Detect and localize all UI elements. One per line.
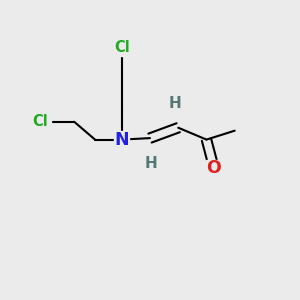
Text: H: H <box>169 96 182 111</box>
Bar <box>110 39 133 56</box>
Bar <box>144 155 159 172</box>
Bar <box>29 113 51 130</box>
Bar <box>114 131 129 148</box>
Text: Cl: Cl <box>32 114 48 129</box>
Text: O: O <box>206 159 221 177</box>
Bar <box>206 160 221 176</box>
Text: Cl: Cl <box>114 40 130 55</box>
Text: H: H <box>145 156 158 171</box>
Text: N: N <box>115 130 129 148</box>
Bar <box>168 96 183 112</box>
